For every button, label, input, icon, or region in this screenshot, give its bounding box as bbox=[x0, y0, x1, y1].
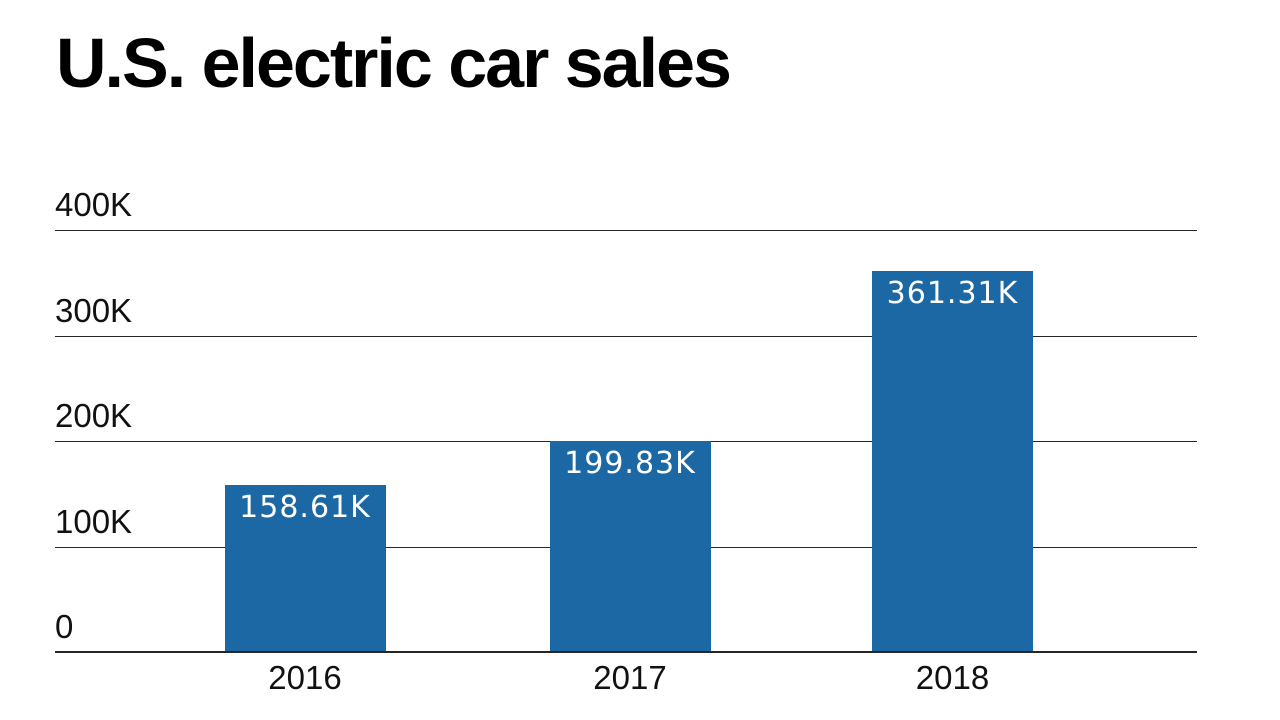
x-axis-line bbox=[55, 651, 1197, 653]
xtick-label-2018: 2018 bbox=[915, 659, 990, 696]
bar-2018: 361.31K bbox=[872, 271, 1033, 651]
bar-value-label-2018: 361.31K bbox=[886, 276, 1019, 311]
bar-value-label-2016: 158.61K bbox=[239, 490, 371, 525]
ytick-label-400K: 400K bbox=[55, 186, 133, 223]
bar-2017: 199.83K bbox=[549, 441, 711, 651]
xtick-label-2016: 2016 bbox=[268, 659, 342, 696]
ytick-label-100K: 100K bbox=[55, 503, 133, 540]
bar-value-label-2017: 199.83K bbox=[564, 446, 696, 481]
bar-2016: 158.61K bbox=[224, 485, 386, 651]
gridline-400K bbox=[55, 230, 1197, 231]
chart-title: U.S. electric car sales bbox=[56, 24, 732, 102]
ytick-label-300K: 300K bbox=[55, 292, 133, 329]
xtick-label-2017: 2017 bbox=[593, 659, 667, 696]
ytick-label-200K: 200K bbox=[55, 397, 133, 434]
ytick-label-0: 0 bbox=[55, 608, 74, 645]
gridline-300K bbox=[55, 336, 1197, 337]
